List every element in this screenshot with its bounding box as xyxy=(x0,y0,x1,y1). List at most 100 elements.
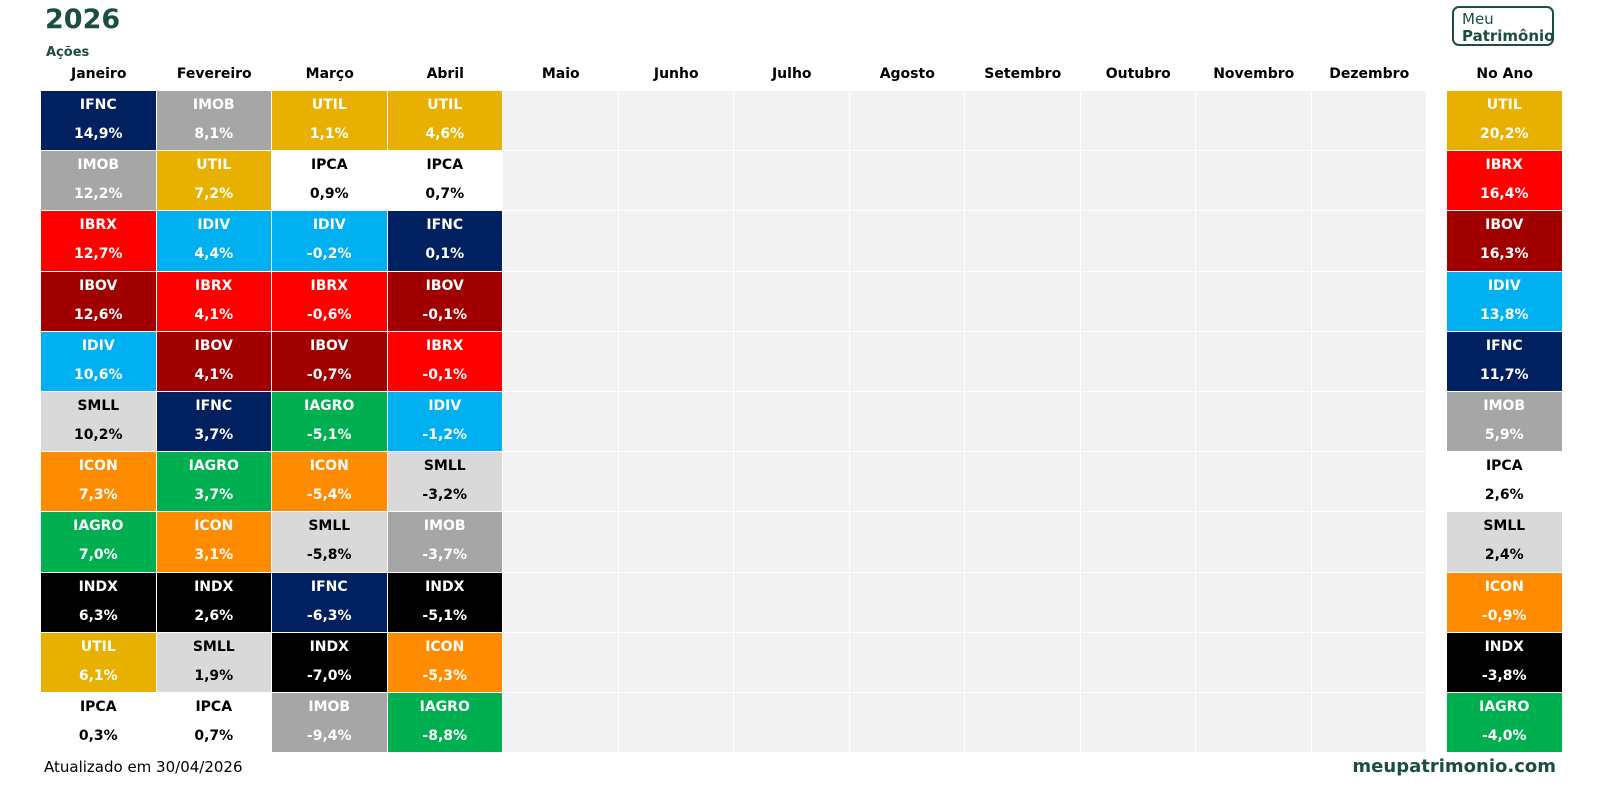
column-header: Setembro xyxy=(984,66,1062,82)
index-return: 2,4% xyxy=(1484,547,1524,564)
index-return: -5,4% xyxy=(306,487,352,504)
empty-cell xyxy=(965,572,1081,633)
index-name: ICON xyxy=(194,518,234,535)
column-header: Fevereiro xyxy=(176,66,252,82)
column-header: No Ano xyxy=(1476,66,1534,82)
index-cell: IAGRO 7,0% xyxy=(41,512,157,573)
empty-cell xyxy=(1080,632,1196,693)
index-return: 0,7% xyxy=(425,186,465,203)
index-return: -3,8% xyxy=(1481,667,1527,684)
empty-cell xyxy=(965,512,1081,573)
index-return: 8,1% xyxy=(194,126,234,142)
index-name: IDIV xyxy=(81,337,115,354)
index-return: 13,8% xyxy=(1479,306,1529,323)
index-name: IDIV xyxy=(1487,277,1521,294)
index-name: INDX xyxy=(309,638,349,655)
index-name: INDX xyxy=(1484,638,1524,655)
empty-cell xyxy=(734,271,850,332)
index-return: 1,1% xyxy=(309,126,349,142)
empty-cell xyxy=(1311,151,1427,212)
index-name: IMOB xyxy=(423,518,466,535)
index-cell: INDX -5,1% xyxy=(387,572,503,633)
index-return: -1,2% xyxy=(422,427,468,443)
index-cell: IPCA 0,7% xyxy=(387,151,503,212)
index-name: IPCA xyxy=(195,699,233,715)
index-cell: SMLL 1,9% xyxy=(156,632,272,693)
empty-cell xyxy=(503,452,619,513)
index-return: -5,1% xyxy=(306,427,352,443)
index-name: IMOB xyxy=(308,699,351,715)
empty-cell xyxy=(965,632,1081,693)
column-header: Outubro xyxy=(1105,66,1171,82)
index-name: SMLL xyxy=(423,458,466,475)
index-return: 7,2% xyxy=(194,186,234,203)
empty-cell xyxy=(618,331,734,392)
empty-cell xyxy=(618,572,734,633)
index-return: -0,1% xyxy=(422,306,468,323)
empty-cell xyxy=(965,211,1081,272)
index-cell: IBRX -0,1% xyxy=(387,331,503,392)
index-cell: ICON 7,3% xyxy=(41,452,157,513)
empty-cell xyxy=(734,211,850,272)
empty-cell xyxy=(1196,211,1312,272)
empty-cell xyxy=(1311,632,1427,693)
index-cell: IPCA 2,6% xyxy=(1447,452,1563,513)
index-cell: IFNC 11,7% xyxy=(1447,331,1563,392)
index-cell: IBOV 16,3% xyxy=(1447,211,1563,272)
empty-cell xyxy=(1311,91,1427,152)
index-return: 12,6% xyxy=(73,306,123,323)
empty-cell xyxy=(1196,572,1312,633)
index-cell: INDX -7,0% xyxy=(272,632,388,693)
empty-cell xyxy=(1080,91,1196,152)
index-name: SMLL xyxy=(1483,518,1526,535)
empty-cell xyxy=(965,693,1081,754)
index-cell: SMLL -3,2% xyxy=(387,452,503,513)
empty-cell xyxy=(734,632,850,693)
index-name: IMOB xyxy=(1483,398,1526,414)
empty-cell xyxy=(849,572,965,633)
empty-cell xyxy=(1080,512,1196,573)
empty-cell xyxy=(503,211,619,272)
index-return: 5,9% xyxy=(1484,427,1524,443)
empty-cell xyxy=(965,392,1081,453)
empty-cell xyxy=(1196,693,1312,754)
empty-cell xyxy=(849,632,965,693)
index-name: SMLL xyxy=(77,398,120,414)
empty-cell xyxy=(618,91,734,152)
index-name: IFNC xyxy=(1485,337,1523,354)
column-header: Junho xyxy=(653,66,699,82)
index-return: 6,3% xyxy=(78,607,118,624)
empty-cell xyxy=(1311,271,1427,332)
index-return: -7,0% xyxy=(306,667,352,684)
empty-cell xyxy=(503,632,619,693)
index-cell: SMLL 2,4% xyxy=(1447,512,1563,573)
index-name: IBOV xyxy=(79,277,118,294)
updated-note: Atualizado em 30/04/2026 xyxy=(44,758,243,776)
subtitle: Ações xyxy=(46,45,90,60)
index-name: INDX xyxy=(194,578,234,595)
index-return: 12,2% xyxy=(73,186,123,203)
index-return: 4,1% xyxy=(194,366,234,383)
empty-cell xyxy=(618,693,734,754)
empty-cell xyxy=(1080,211,1196,272)
empty-cell xyxy=(503,693,619,754)
index-name: IDIV xyxy=(197,217,231,234)
index-return: -4,0% xyxy=(1481,728,1527,744)
column-header: Maio xyxy=(541,66,580,82)
index-cell: IPCA 0,3% xyxy=(41,693,157,754)
index-name: ICON xyxy=(425,638,465,655)
index-name: IFNC xyxy=(195,398,233,414)
empty-cell xyxy=(503,392,619,453)
title: 2026 xyxy=(45,4,121,35)
index-cell: IMOB 12,2% xyxy=(41,151,157,212)
index-return: -8,8% xyxy=(422,728,468,744)
empty-cell xyxy=(1196,151,1312,212)
index-cell: IFNC 14,9% xyxy=(41,91,157,152)
empty-cell xyxy=(1311,572,1427,633)
empty-cell xyxy=(849,452,965,513)
empty-cell xyxy=(1196,392,1312,453)
index-name: IBRX xyxy=(79,217,117,234)
index-cell: IBOV -0,7% xyxy=(272,331,388,392)
index-name: IFNC xyxy=(426,217,464,234)
empty-cell xyxy=(734,392,850,453)
